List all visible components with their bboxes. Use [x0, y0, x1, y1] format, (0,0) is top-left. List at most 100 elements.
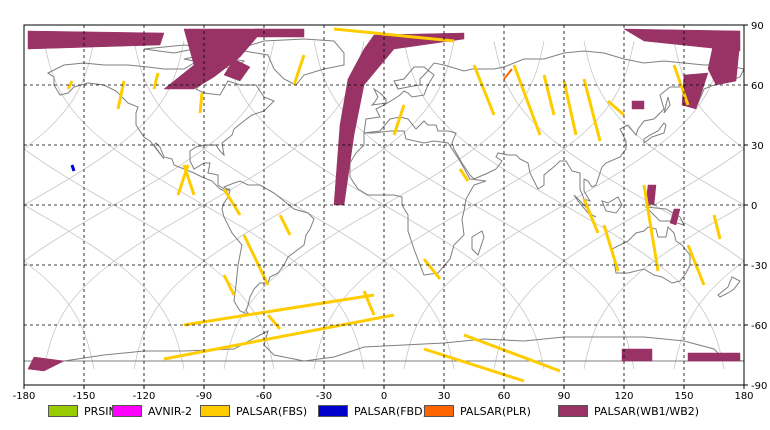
coverage-map: -180 -150 -120 -90 -60 -30 0 30 60 90 120 150 180 90… [0, 21, 770, 400]
legend-item: AVNIR-2 [112, 404, 192, 418]
fbs-swath [182, 164, 196, 196]
longitude-axis: -180 -150 -120 -90 -60 -30 0 30 60 90 120 150 180 [13, 385, 754, 400]
fbs-swath [472, 64, 496, 116]
legend-item: PALSAR(FBD) [318, 404, 427, 418]
wb-swath [27, 356, 65, 372]
orbit-track [673, 260, 744, 370]
coastlines [24, 38, 744, 362]
legend-swatch [424, 405, 454, 417]
orbit-track [764, 41, 770, 369]
x-tick-label: 90 [558, 391, 571, 400]
coastline [601, 196, 623, 214]
legend-swatch [112, 405, 142, 417]
x-tick-label: 30 [438, 391, 451, 400]
x-tick-label: 0 [381, 391, 387, 400]
graticule-grid [24, 25, 744, 385]
fbs-swath [198, 92, 204, 114]
coastline [363, 50, 744, 202]
coastline [611, 225, 691, 284]
legend-item: PALSAR(FBS) [200, 404, 307, 418]
fbs-swath [463, 333, 561, 373]
fbs-swath [562, 80, 578, 136]
fbs-swath [116, 80, 126, 110]
legend-swatch [318, 405, 348, 417]
coastline [717, 276, 741, 298]
fbs-swath [392, 104, 406, 136]
legend-label: PALSAR(FBD) [354, 404, 427, 418]
orbit-track [24, 260, 95, 370]
y-tick-label: 90 [751, 21, 764, 32]
x-tick-label: -120 [133, 391, 156, 400]
fbs-swath [242, 234, 270, 286]
orbit-track [0, 41, 4, 369]
orbit-track [583, 204, 744, 370]
fbs-swath [278, 214, 292, 236]
coastline [663, 96, 671, 114]
y-tick-label: 30 [751, 141, 764, 152]
legend-label: PALSAR(PLR) [460, 404, 531, 418]
fbs-swath [602, 224, 620, 272]
x-tick-label: -180 [13, 391, 36, 400]
fbs-swath [423, 347, 525, 383]
orbit-track [24, 40, 95, 150]
wb-swath [631, 100, 645, 110]
fbs-swath [292, 54, 306, 86]
x-tick-label: -150 [73, 391, 96, 400]
fbs-swath [222, 188, 242, 216]
orbit-track [24, 40, 185, 206]
coastline [236, 38, 345, 86]
coastline [471, 230, 485, 256]
y-tick-label: 0 [751, 201, 757, 212]
legend-item: PALSAR(WB1/WB2) [558, 404, 699, 418]
fbs-swath [66, 80, 74, 90]
fbs-swath [333, 27, 455, 43]
legend-label: PALSAR(FBS) [236, 404, 308, 418]
legend-swatch [200, 405, 230, 417]
x-tick-label: 120 [614, 391, 633, 400]
wb-swath [333, 32, 465, 206]
x-tick-label: -30 [316, 391, 332, 400]
legend-label: AVNIR-2 [148, 404, 192, 418]
x-tick-label: -90 [196, 391, 212, 400]
fbs-swath [222, 274, 236, 296]
wb-swath [707, 40, 741, 86]
fbs-swath [582, 78, 602, 142]
coastline [370, 87, 387, 106]
legend-label: PALSAR(WB1/WB2) [594, 404, 700, 418]
y-tick-label: -60 [751, 321, 767, 332]
y-tick-label: 60 [751, 81, 764, 92]
x-tick-label: 180 [734, 391, 753, 400]
legend-item: PRSIM [48, 404, 118, 418]
y-tick-label: -30 [751, 261, 767, 272]
legend-item: PALSAR(PLR) [424, 404, 531, 418]
legend: PRSIM AVNIR-2 PALSAR(FBS) PALSAR(FBD) PALSAR… [0, 400, 770, 424]
x-tick-label: -60 [256, 391, 272, 400]
x-tick-label: 150 [674, 391, 693, 400]
wb-swath [623, 28, 741, 52]
x-tick-label: 60 [498, 391, 511, 400]
coastline [643, 122, 667, 144]
wb-swath [687, 352, 741, 362]
fbs-swath [163, 313, 395, 361]
y-tick-label: -90 [751, 381, 767, 392]
fbs-swath [183, 293, 375, 327]
wb-swath [253, 28, 305, 38]
plr-swath [503, 68, 513, 80]
orbit-track [0, 41, 4, 369]
fbs-swath [266, 314, 282, 330]
acquisition-swaths [27, 27, 741, 383]
orbit-track [24, 204, 185, 370]
legend-label: PRSIM [84, 404, 118, 418]
fbs-swath [642, 184, 660, 272]
coastline [24, 330, 744, 362]
wb-swath [27, 30, 165, 50]
orbit-track [764, 41, 770, 369]
fbs-swath [582, 198, 600, 234]
fbd-swath [70, 164, 76, 172]
legend-swatch [558, 405, 588, 417]
fbs-swath [362, 290, 376, 316]
fbs-swath [458, 168, 470, 182]
wb-swath [669, 208, 681, 226]
fbs-swath [542, 74, 556, 116]
latitude-axis: 90 60 30 0 -30 -60 -90 [744, 21, 767, 392]
